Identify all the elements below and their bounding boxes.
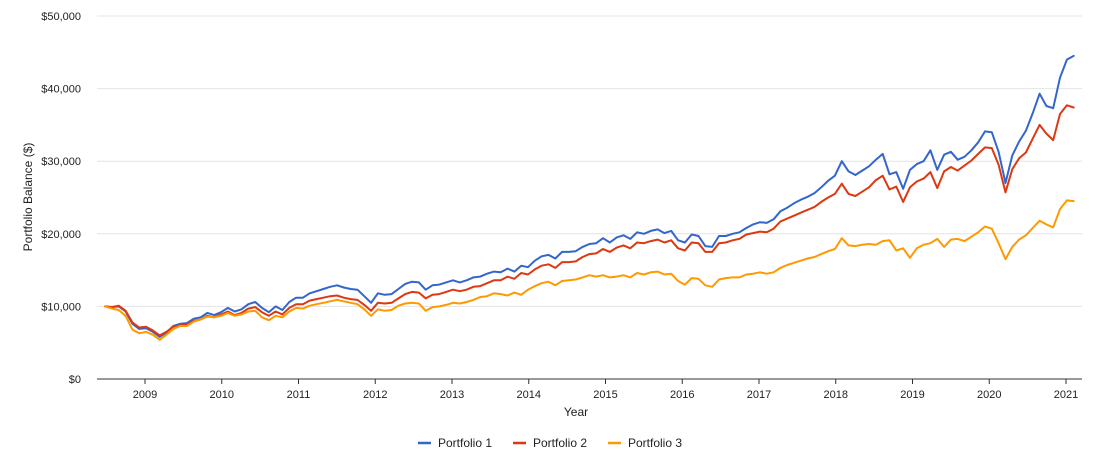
x-tick-label: 2010 xyxy=(210,389,234,401)
legend: Portfolio 1 Portfolio 2 Portfolio 3 xyxy=(418,436,682,450)
series-lines xyxy=(104,54,1075,341)
x-tick-label: 2011 xyxy=(287,389,311,401)
x-tick-label: 2009 xyxy=(133,389,157,401)
x-tick-label: 2018 xyxy=(824,389,848,401)
x-tick-label: 2012 xyxy=(363,389,387,401)
grid-lines xyxy=(97,15,1082,380)
y-axis-ticks: $0 $10,000 $20,000 $30,000 $40,000 $50,000 xyxy=(41,11,81,386)
y-axis-title: Portfolio Balance ($) xyxy=(21,143,35,252)
x-axis-ticks: 2009 2010 2011 2012 2013 2014 2015 2016 2017 2018… xyxy=(97,378,1082,401)
legend-label-portfolio-2: Portfolio 2 xyxy=(533,436,587,450)
y-tick-label: $0 xyxy=(69,374,81,386)
y-tick-label: $40,000 xyxy=(41,84,81,96)
x-tick-label: 2013 xyxy=(440,389,464,401)
x-tick-label: 2014 xyxy=(517,389,541,401)
series-line-portfolio-3 xyxy=(104,199,1075,341)
x-tick-label: 2017 xyxy=(747,389,771,401)
legend-label-portfolio-3: Portfolio 3 xyxy=(628,436,682,450)
x-tick-label: 2019 xyxy=(900,389,924,401)
y-tick-label: $30,000 xyxy=(41,156,81,168)
y-tick-label: $10,000 xyxy=(41,301,81,313)
x-tick-label: 2015 xyxy=(593,389,617,401)
x-tick-label: 2020 xyxy=(977,389,1001,401)
legend-label-portfolio-1: Portfolio 1 xyxy=(438,436,492,450)
x-axis-title: Year xyxy=(564,405,588,419)
x-tick-label: 2016 xyxy=(670,389,694,401)
series-line-portfolio-1 xyxy=(104,54,1075,338)
y-tick-label: $20,000 xyxy=(41,229,81,241)
x-tick-label: 2021 xyxy=(1054,389,1078,401)
y-tick-label: $50,000 xyxy=(41,11,81,23)
series-line-portfolio-2 xyxy=(104,104,1075,337)
